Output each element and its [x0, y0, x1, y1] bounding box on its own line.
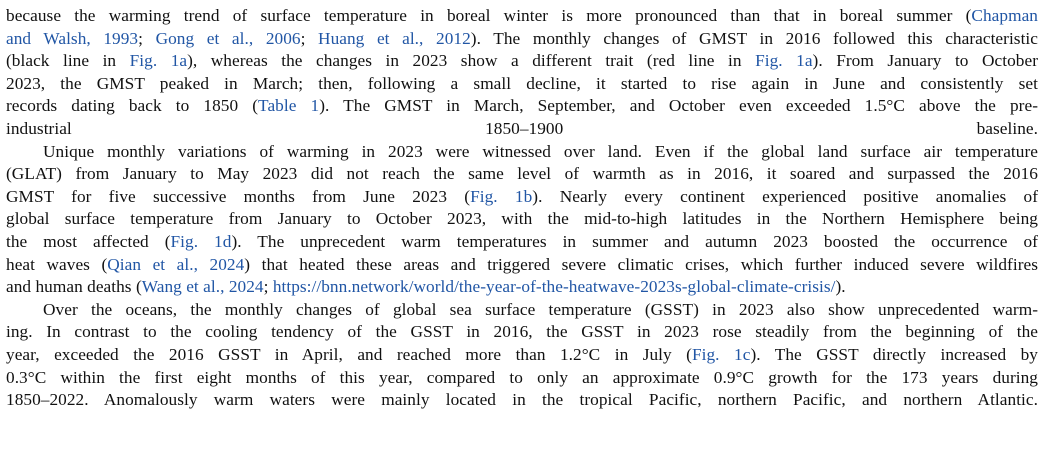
body-text: year, exceeded the 2016 GSST in April, a… — [6, 344, 692, 364]
body-text: (black line in — [6, 51, 130, 71]
text-line: ing. In contrast to the cooling tendency… — [6, 321, 1038, 344]
text-line: (GLAT) from January to May 2023 did not … — [6, 163, 1038, 186]
body-text: Unique monthly variations of warming in … — [43, 141, 1038, 161]
body-text: GMST for five successive months from Jun… — [6, 186, 471, 206]
text-line: year, exceeded the 2016 GSST in April, a… — [6, 344, 1038, 367]
body-text: the most affected ( — [6, 231, 171, 251]
body-text: ). The GSST directly increased by — [750, 344, 1038, 364]
body-text: Over the oceans, the monthly changes of … — [43, 299, 1038, 319]
body-text: ing. In contrast to the cooling tendency… — [6, 322, 1038, 342]
citation-link[interactable]: Fig. 1d — [170, 231, 232, 251]
body-text: global surface temperature from January … — [6, 209, 1038, 229]
body-text: 2023, the GMST peaked in March; then, fo… — [6, 73, 1038, 93]
text-line: industrial 1850–1900 baseline. — [6, 118, 1038, 141]
body-text: ). From January to October — [812, 51, 1038, 71]
citation-link[interactable]: and Walsh, 1993 — [6, 28, 139, 48]
citation-link[interactable]: Chapman — [971, 6, 1038, 25]
text-line: GMST for five successive months from Jun… — [6, 186, 1038, 209]
body-text: and human deaths ( — [6, 277, 142, 297]
citation-link[interactable]: Fig. 1a — [755, 51, 813, 71]
body-text: ). The GMST in March, September, and Oct… — [319, 96, 1039, 116]
citation-link[interactable]: https://bnn.network/world/the-year-of-th… — [272, 277, 836, 297]
citation-link[interactable]: Wang et al., 2024 — [141, 277, 264, 297]
citation-link[interactable]: Table 1 — [258, 96, 320, 116]
citation-link[interactable]: Fig. 1b — [470, 186, 533, 206]
text-line: records dating back to 1850 (Table 1). T… — [6, 95, 1038, 118]
text-line: 0.3°C within the first eight months of t… — [6, 367, 1038, 390]
body-text: ; — [138, 28, 156, 48]
text-line: Over the oceans, the monthly changes of … — [6, 299, 1038, 322]
citation-link[interactable]: Fig. 1c — [691, 344, 751, 364]
citation-link[interactable]: Gong et al., 2006 — [155, 28, 301, 48]
text-line: 1850–2022. Anomalously warm waters were … — [6, 389, 1038, 412]
body-text: industrial 1850–1900 baseline. — [6, 118, 1038, 138]
citation-link[interactable]: Qian et al., 2024 — [107, 254, 245, 274]
text-line: heat waves (Qian et al., 2024) that heat… — [6, 254, 1038, 277]
body-text: ; — [263, 277, 273, 297]
text-line: because the warming trend of surface tem… — [6, 5, 1038, 28]
citation-link[interactable]: Fig. 1a — [129, 51, 188, 71]
body-text: heat waves ( — [6, 254, 108, 274]
body-text: ) that heated these areas and triggered … — [244, 254, 1038, 274]
body-text: records dating back to 1850 ( — [6, 96, 259, 116]
text-line: global surface temperature from January … — [6, 208, 1038, 231]
body-text: ). — [835, 277, 846, 297]
body-text: ; — [300, 28, 319, 48]
paragraph-3: Over the oceans, the monthly changes of … — [6, 299, 1038, 412]
text-line: Unique monthly variations of warming in … — [6, 141, 1038, 164]
body-text: ). The unprecedent warm temperatures in … — [231, 231, 1038, 251]
body-text: ), whereas the changes in 2023 show a di… — [187, 51, 756, 71]
text-line: and human deaths (Wang et al., 2024; htt… — [6, 276, 1038, 299]
paragraph-2: Unique monthly variations of warming in … — [6, 141, 1038, 299]
text-line: the most affected (Fig. 1d). The unprece… — [6, 231, 1038, 254]
text-line: and Walsh, 1993; Gong et al., 2006; Huan… — [6, 28, 1038, 51]
text-line: (black line in Fig. 1a), whereas the cha… — [6, 50, 1038, 73]
body-text: because the warming trend of surface tem… — [6, 6, 972, 25]
body-text: ). The monthly changes of GMST in 2016 f… — [470, 28, 1039, 48]
body-text: (GLAT) from January to May 2023 did not … — [6, 164, 1038, 184]
body-text: ). Nearly every continent experienced po… — [532, 186, 1038, 206]
paragraph-1: because the warming trend of surface tem… — [6, 5, 1038, 141]
text-line: 2023, the GMST peaked in March; then, fo… — [6, 73, 1038, 96]
body-text: 0.3°C within the first eight months of t… — [6, 367, 1038, 387]
body-text: 1850–2022. Anomalously warm waters were … — [6, 390, 1038, 410]
citation-link[interactable]: Huang et al., 2012 — [318, 28, 471, 48]
